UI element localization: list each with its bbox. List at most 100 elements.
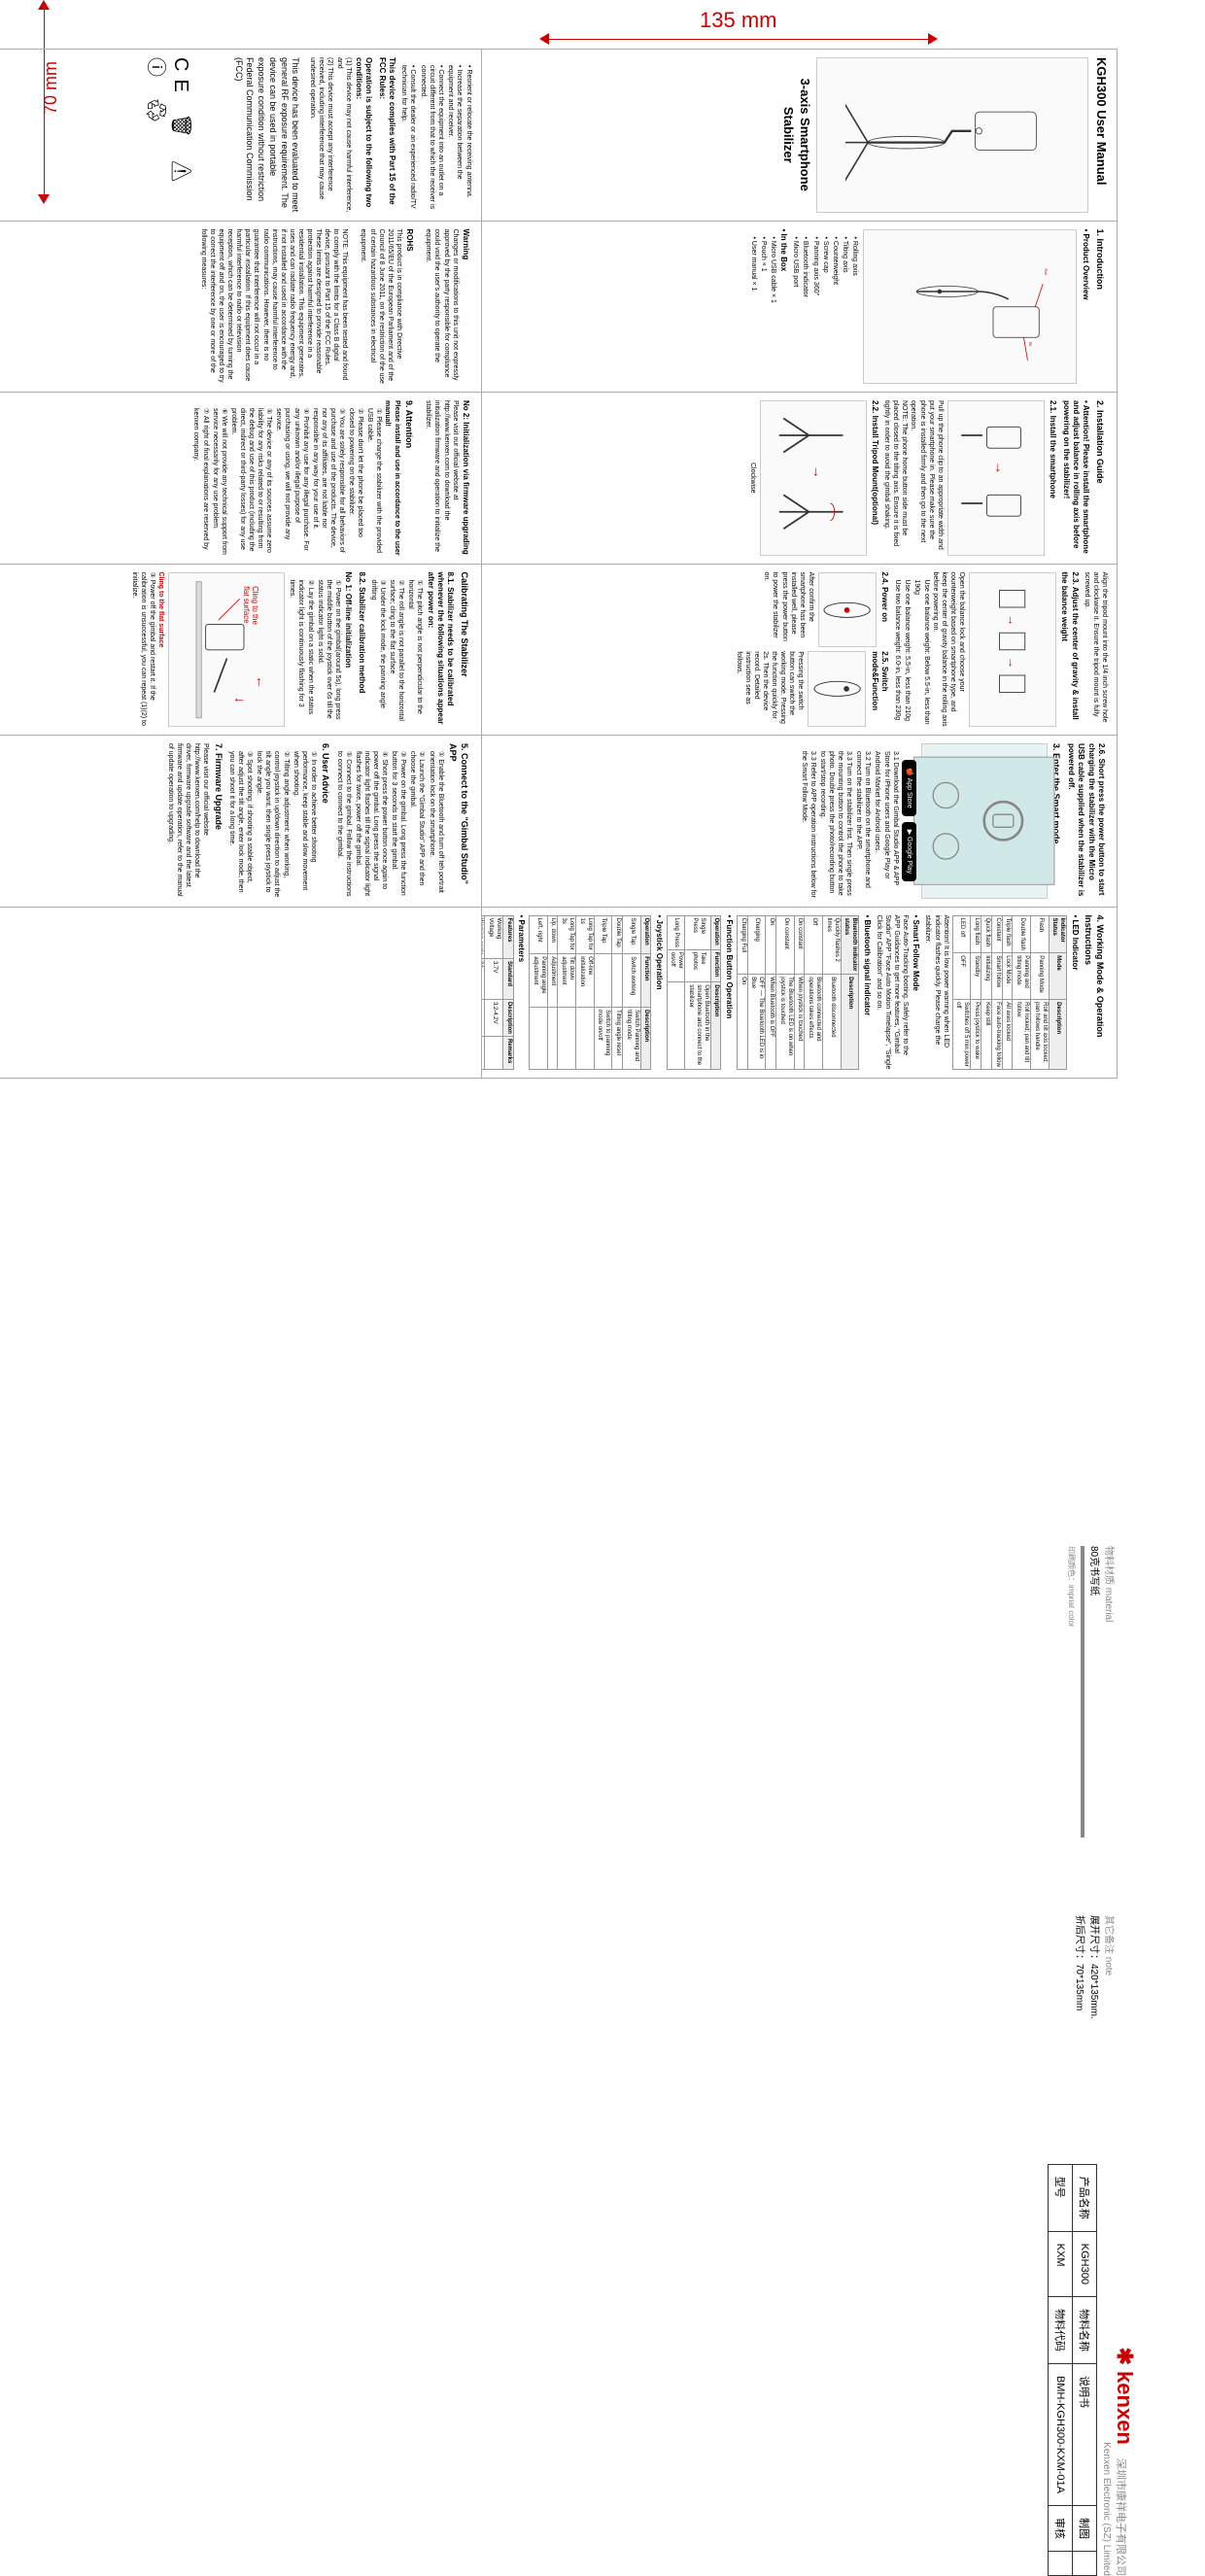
dim-width-line bbox=[544, 39, 933, 40]
panel-warning: Warning Changes or modifications to this… bbox=[0, 222, 481, 394]
part-label: Counterweight bbox=[831, 237, 840, 385]
workingmode-heading: 4. Working Mode & Operation Instructions bbox=[1083, 915, 1105, 1071]
charge-heading: 2.6. Short press the power button to sta… bbox=[1065, 743, 1106, 899]
th-matname: 物料名称 bbox=[1073, 2296, 1097, 2363]
store-badges: 🍎 App Store ▶ Google Play bbox=[900, 743, 918, 899]
calib-retry: ③ Power off the gimbal and restart it. I… bbox=[130, 572, 156, 728]
googleplay-badge[interactable]: ▶ Google Play bbox=[902, 822, 916, 881]
manual-title: KGH300 User Manual bbox=[1092, 57, 1109, 213]
parts-list: Rolling axis Tilting axis Counterweight … bbox=[791, 229, 859, 385]
rf-text: This device has been evaluated to meet g… bbox=[255, 57, 300, 213]
funcbtn-table: OperationFunctionDescription Single Pres… bbox=[667, 915, 722, 1071]
install-text: Pull up the phone clip to an appropriate… bbox=[909, 400, 944, 556]
calibration-heading: Calibrating The Stabilizer bbox=[458, 572, 469, 728]
brand-logo: ✱ kenxen bbox=[1113, 2347, 1137, 2451]
fcc-label: Federal Communication Commission (FCC) bbox=[232, 57, 255, 213]
svg-text:Tilt: Tilt bbox=[1028, 341, 1033, 347]
parts-illustration: Tilt Roll bbox=[885, 230, 1053, 384]
remedy: • Increase the separation between the eq… bbox=[446, 65, 464, 213]
led-table: Indicator StatusModeDescription FlashPan… bbox=[952, 915, 1068, 1071]
panel-installation: 2. Installation Guide • Attention! Pleas… bbox=[482, 393, 1117, 565]
company-cn: 深圳市康祥电子有限公司 bbox=[1115, 2458, 1126, 2576]
smartfollow-heading: • Smart Follow Mode bbox=[911, 915, 920, 1071]
cling-label: Cling to the flat surface bbox=[156, 572, 165, 728]
connect-step: ④ Short press the power button once agai… bbox=[354, 751, 389, 899]
connect-step: ⑤ Connect to the gimbal. Follow the inst… bbox=[335, 751, 353, 899]
td-review bbox=[1049, 2552, 1073, 2576]
install-phone-diagram: → bbox=[947, 400, 1045, 556]
th-product: 产品名称 bbox=[1073, 2164, 1097, 2231]
part-label: Panning axis 360° bbox=[810, 237, 819, 385]
init-fw-text: Please visit our official website at htt… bbox=[424, 400, 459, 556]
size-fold: 折后尺寸：70*135mm bbox=[1074, 1915, 1088, 2019]
svg-text:←: ← bbox=[254, 675, 269, 689]
balance-cases: Use one balance weight: Below 5.5-in, le… bbox=[893, 572, 930, 728]
step: 3.2 Turn on Bluetooth on the smartphone … bbox=[854, 751, 872, 899]
warning-icon: ⚠ bbox=[170, 158, 191, 190]
panel-fcc: • Reorient or relocate the receiving ant… bbox=[0, 50, 481, 222]
panel-smartmode: 2.6. Short press the power button to sta… bbox=[482, 736, 1117, 908]
apple-icon: 🍎 bbox=[906, 768, 912, 776]
panel-cover: KGH300 User Manual 3-axis Smartphone Sta… bbox=[482, 50, 1117, 222]
divider bbox=[1081, 1546, 1084, 1838]
recycle-icon: ♻ bbox=[145, 98, 166, 130]
appstore-badge[interactable]: 🍎 App Store bbox=[902, 760, 916, 815]
box-item: User manual × 1 bbox=[749, 237, 758, 385]
calib-situations: ① The pitch angle is not perpendicular t… bbox=[369, 572, 425, 728]
poweron-text: After confirm the smartphone has been in… bbox=[762, 572, 815, 648]
calib-when-heading: 8.1. Stabilizer needs to be calibrated w… bbox=[425, 572, 455, 728]
panel-workingmode: 4. Working Mode & Operation Instructions… bbox=[482, 908, 1117, 1079]
calib-method-heading: 8.2. Stabilizer calibration method bbox=[356, 572, 365, 728]
attention-list: ① Please charge the stabilizer with the … bbox=[191, 400, 383, 556]
connect-step: ③ Power on the gimbal. Long press the fu… bbox=[390, 751, 407, 899]
install-attention: • Attention! Please install the smartpho… bbox=[1060, 400, 1090, 556]
td-matname: 说明书 bbox=[1073, 2363, 1097, 2505]
firmware-heading: 7. Firmware Upgrade bbox=[212, 743, 224, 899]
connect-step: ① Enable the Bluetooth and turn off teh … bbox=[427, 751, 444, 899]
align-text: Align the tripod mount into the 1/4 inch… bbox=[1083, 572, 1109, 728]
footer-sizes: 其它备注 note 展开尺寸：420*135mm. 折后尺寸：70*135mm bbox=[1074, 1915, 1118, 2019]
inbox-heading: • In the Box bbox=[778, 229, 788, 385]
company-en: Kenxen Electronic (SZ) Limited bbox=[1101, 2442, 1112, 2576]
td-matcode: BMH-KGH300-KXM-01A bbox=[1049, 2363, 1073, 2505]
calib-illustration: Cling to the flat surface ↓ ← bbox=[176, 573, 278, 727]
step: 3.3 Turn on the stabilizer first. Then s… bbox=[818, 751, 853, 899]
svg-text:Roll: Roll bbox=[1043, 268, 1048, 275]
advice-item: ③ Spot shooting: if shooting a stable ob… bbox=[227, 751, 254, 899]
page-wrapper: 70 mm 135 mm KGH300 User Manual 3-axis bbox=[0, 0, 1205, 1575]
rohs-heading: ROHS bbox=[404, 229, 414, 385]
led-heading: • LED Indicator bbox=[1069, 915, 1079, 1071]
th-review: 审核 bbox=[1049, 2506, 1073, 2552]
fcc-remedies: • Reorient or relocate the receiving ant… bbox=[399, 57, 473, 213]
weee-icon: 🗑 bbox=[170, 113, 191, 145]
box-item: Pouch × 1 bbox=[759, 237, 768, 385]
gimbal-illustration bbox=[845, 58, 1060, 212]
dim-arrow bbox=[38, 0, 50, 10]
row-1: KGH300 User Manual 3-axis Smartphone Sta… bbox=[481, 50, 1117, 1078]
remedy: • Reorient or relocate the receiving ant… bbox=[465, 65, 473, 213]
info-icon: ⓘ bbox=[145, 57, 166, 85]
panel-calibration: Calibrating The Stabilizer 8.1. Stabiliz… bbox=[0, 565, 481, 737]
joystick-heading: • Joystick Operation bbox=[653, 915, 663, 1071]
step: 3.3 Refer to APP operation instructions … bbox=[800, 751, 817, 899]
balance-case: Use one balance weight: 5.5-in, less tha… bbox=[903, 580, 912, 728]
rohs-text: This product is in compliance with Direc… bbox=[359, 229, 402, 385]
advice-list: ① In order to achieve better shooting pe… bbox=[227, 743, 318, 899]
th-matcode: 物料代码 bbox=[1049, 2296, 1073, 2363]
attention-item: ⑤ The device or any of its sources assum… bbox=[229, 408, 273, 556]
attention-heading: 9. Attention bbox=[403, 400, 415, 556]
svg-text:→: → bbox=[1006, 614, 1019, 626]
connect-steps: ① Enable the Bluetooth and turn off teh … bbox=[335, 743, 445, 899]
note-text: NOTE: This equipment has been tested and… bbox=[199, 229, 350, 385]
install-phone-illustration: → bbox=[953, 401, 1039, 555]
smartfollow-text: Face Auto-Tracking booting. Safely refer… bbox=[875, 915, 910, 1071]
svg-text:→: → bbox=[993, 461, 1009, 474]
switch-text: Pressing the switch button can switch th… bbox=[735, 651, 806, 727]
svg-text:flat surface: flat surface bbox=[242, 586, 251, 624]
note-label: 其它备注 note bbox=[1103, 1915, 1118, 2019]
panel-spec-overflow bbox=[0, 908, 481, 1079]
clockwise-label: Clockwise bbox=[748, 400, 757, 556]
part-label: Screw cap bbox=[821, 237, 830, 385]
tripod-heading: 2.2. Install Tripod Mount(optional) bbox=[870, 400, 879, 556]
th-draw: 制图 bbox=[1073, 2506, 1097, 2552]
